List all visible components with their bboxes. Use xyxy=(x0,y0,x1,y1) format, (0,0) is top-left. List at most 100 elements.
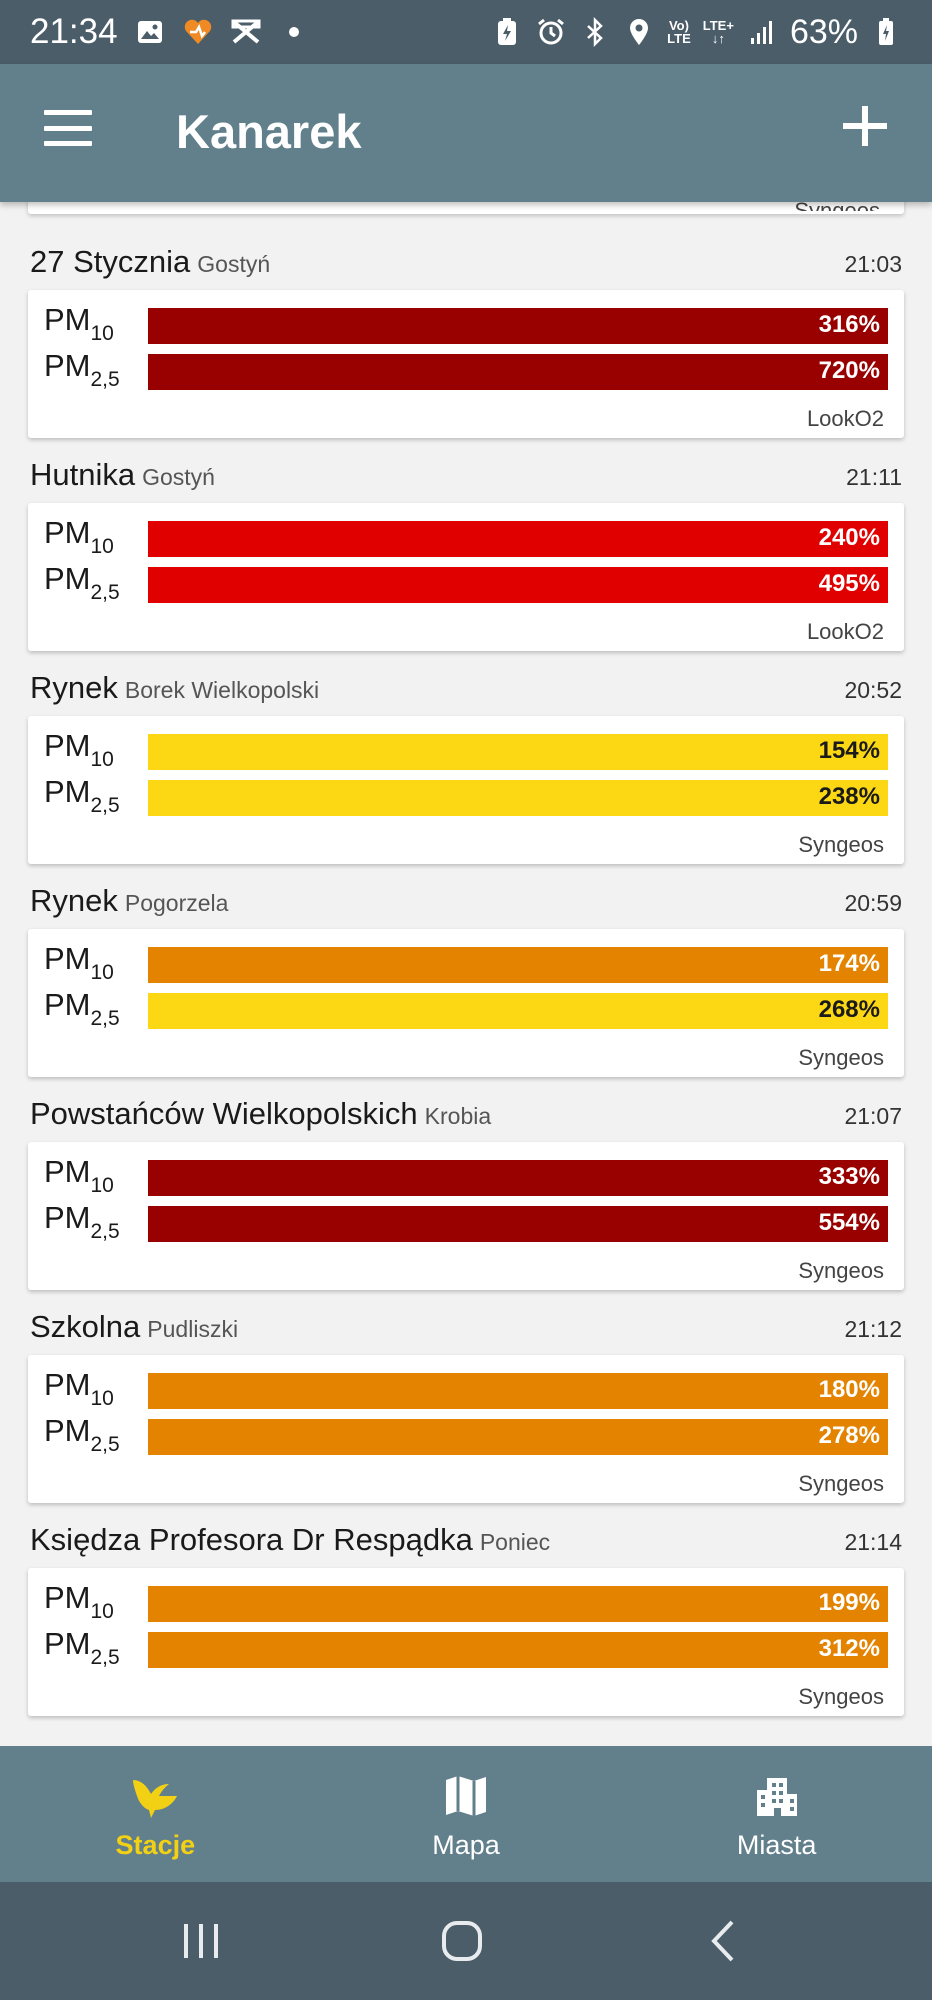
pm25-label: PM2,5 xyxy=(44,561,120,604)
pm10-value: 333% xyxy=(818,1163,880,1190)
station-item[interactable]: Szkolna Pudliszki 21:12 PM10 180% PM2,5 … xyxy=(0,1277,932,1503)
pm25-value: 268% xyxy=(818,996,880,1023)
pm25-bar: 278% xyxy=(148,1419,888,1455)
station-card-partial[interactable]: Syngeos xyxy=(28,202,904,214)
station-item[interactable]: Hutnika Gostyń 21:11 PM10 240% PM2,5 495… xyxy=(0,425,932,651)
app-title: Kanarek xyxy=(176,105,362,158)
app-bar: Kanarek xyxy=(0,64,932,202)
station-source: Syngeos xyxy=(798,1258,884,1283)
dot-icon xyxy=(278,16,310,48)
pm25-row: PM2,5 238% xyxy=(28,774,904,817)
station-header: Szkolna Pudliszki 21:12 xyxy=(30,1309,902,1345)
lte-indicator: LTE+ ↓↑ xyxy=(702,18,734,46)
station-update-time: 20:52 xyxy=(844,677,902,703)
recent-apps-icon[interactable] xyxy=(176,1916,226,1966)
pm25-value: 720% xyxy=(818,357,880,384)
hamburger-menu-icon[interactable] xyxy=(44,110,92,146)
home-icon[interactable] xyxy=(437,1916,487,1966)
station-header: Hutnika Gostyń 21:11 xyxy=(30,457,902,493)
nav-label-miasta: Miasta xyxy=(736,1830,817,1860)
plus-icon[interactable] xyxy=(838,100,894,156)
station-source: Syngeos xyxy=(794,202,880,223)
pm10-value: 174% xyxy=(818,950,880,977)
pm10-row: PM10 316% xyxy=(28,302,904,345)
status-bar-right: Vo) LTE LTE+ ↓↑ 63% xyxy=(491,13,902,52)
station-source: Syngeos xyxy=(798,832,884,857)
station-update-time: 21:11 xyxy=(846,464,902,490)
image-icon xyxy=(134,16,166,48)
pm25-value: 312% xyxy=(818,1635,880,1662)
pm10-bar: 240% xyxy=(148,521,888,557)
pm25-bar: 268% xyxy=(148,993,888,1029)
pm25-bar: 238% xyxy=(148,780,888,816)
station-card[interactable]: PM10 316% PM2,5 720% LookO2 xyxy=(28,290,904,438)
pm10-row: PM10 333% xyxy=(28,1154,904,1197)
station-name: Powstańców Wielkopolskich xyxy=(30,1096,418,1131)
pm25-label: PM2,5 xyxy=(44,987,120,1030)
pm10-label: PM10 xyxy=(44,1580,114,1623)
battery-saver-icon xyxy=(491,16,523,48)
station-name: Rynek xyxy=(30,670,118,705)
pm10-bar: 199% xyxy=(148,1586,888,1622)
pm25-value: 554% xyxy=(818,1209,880,1236)
pm25-value: 278% xyxy=(818,1422,880,1449)
station-card[interactable]: PM10 154% PM2,5 238% Syngeos xyxy=(28,716,904,864)
pm10-bar: 154% xyxy=(148,734,888,770)
nav-label-stacje: Stacje xyxy=(115,1830,196,1860)
station-item[interactable]: Rynek Borek Wielkopolski 20:52 PM10 154%… xyxy=(0,638,932,864)
nav-tab-mapa[interactable]: Mapa xyxy=(311,1746,622,1882)
nav-tab-miasta[interactable]: Miasta xyxy=(621,1746,932,1882)
pm10-value: 154% xyxy=(818,737,880,764)
map-icon xyxy=(442,1772,490,1820)
capcut-icon xyxy=(230,16,262,48)
station-source: Syngeos xyxy=(798,1471,884,1496)
status-time: 21:34 xyxy=(30,12,118,51)
battery-percent: 63% xyxy=(789,12,858,51)
station-update-time: 21:12 xyxy=(844,1316,902,1342)
station-item[interactable]: Rynek Pogorzela 20:59 PM10 174% PM2,5 26… xyxy=(0,851,932,1077)
volte-indicator: Vo) LTE xyxy=(667,18,691,46)
pm10-value: 199% xyxy=(818,1589,880,1616)
station-list[interactable]: Syngeos 27 Stycznia Gostyń 21:03 PM10 31… xyxy=(0,202,932,1746)
signal-icon xyxy=(746,16,778,48)
canary-bird-icon xyxy=(131,1772,179,1820)
station-header: Rynek Pogorzela 20:59 xyxy=(30,883,902,919)
station-source: LookO2 xyxy=(806,619,884,644)
station-item[interactable]: 27 Stycznia Gostyń 21:03 PM10 316% PM2,5… xyxy=(0,212,932,438)
station-card[interactable]: PM10 199% PM2,5 312% Syngeos xyxy=(28,1568,904,1716)
station-item[interactable]: Powstańców Wielkopolskich Krobia 21:07 P… xyxy=(0,1064,932,1290)
pm10-bar: 316% xyxy=(148,308,888,344)
pm25-bar: 312% xyxy=(148,1632,888,1668)
station-update-time: 21:03 xyxy=(844,251,902,277)
bluetooth-icon xyxy=(579,16,611,48)
pm10-row: PM10 240% xyxy=(28,515,904,558)
pm10-value: 240% xyxy=(818,524,880,551)
heart-icon xyxy=(182,16,214,48)
status-bar: 21:34 Vo) LTE LTE+ xyxy=(0,0,932,64)
battery-icon xyxy=(870,16,902,48)
pm10-label: PM10 xyxy=(44,302,114,345)
station-header: Rynek Borek Wielkopolski 20:52 xyxy=(30,670,902,706)
pm25-row: PM2,5 495% xyxy=(28,561,904,604)
station-city: Gostyń xyxy=(197,251,271,277)
pm25-label: PM2,5 xyxy=(44,774,120,817)
station-card[interactable]: PM10 333% PM2,5 554% Syngeos xyxy=(28,1142,904,1290)
station-card[interactable]: PM10 174% PM2,5 268% Syngeos xyxy=(28,929,904,1077)
station-source: LookO2 xyxy=(806,406,884,431)
pm10-value: 180% xyxy=(818,1376,880,1403)
pm25-row: PM2,5 312% xyxy=(28,1626,904,1669)
pm10-bar: 180% xyxy=(148,1373,888,1409)
nav-tab-stacje[interactable]: Stacje xyxy=(0,1746,311,1882)
station-city: Poniec xyxy=(479,1529,551,1555)
status-bar-left: 21:34 xyxy=(30,12,310,52)
station-card[interactable]: PM10 240% PM2,5 495% LookO2 xyxy=(28,503,904,651)
station-card[interactable]: PM10 180% PM2,5 278% Syngeos xyxy=(28,1355,904,1503)
pm25-value: 238% xyxy=(818,783,880,810)
pm10-label: PM10 xyxy=(44,1154,114,1197)
pm10-bar: 333% xyxy=(148,1160,888,1196)
pm25-bar: 495% xyxy=(148,567,888,603)
station-item[interactable]: Księdza Profesora Dr Respądka Poniec 21:… xyxy=(0,1490,932,1716)
pm25-bar: 554% xyxy=(148,1206,888,1242)
station-header: Księdza Profesora Dr Respądka Poniec 21:… xyxy=(30,1522,902,1558)
back-icon[interactable] xyxy=(700,1916,750,1966)
